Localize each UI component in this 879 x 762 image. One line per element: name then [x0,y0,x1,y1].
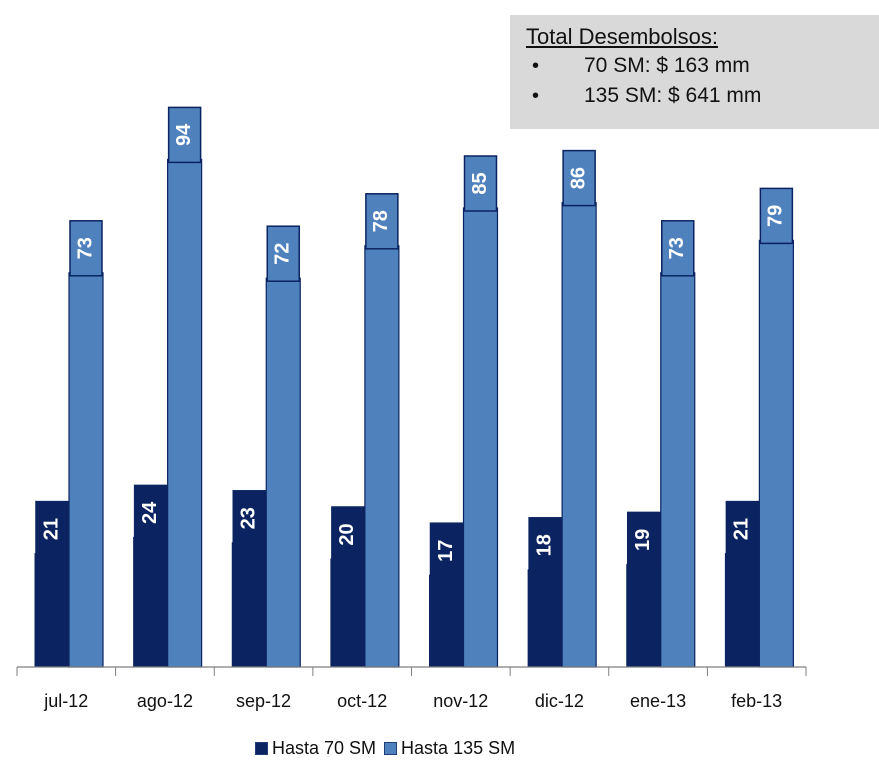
data-label-box [331,506,365,563]
bar-hasta-135-oct-12 [364,245,400,668]
bar-hasta-70-jul-12 [34,553,70,668]
bar-hasta-135-jul-12 [68,272,104,668]
chart-legend: Hasta 70 SM Hasta 135 SM [255,737,635,759]
data-label-1-4: 85 [463,155,498,212]
data-label-box [69,220,103,277]
x-tick-label-sep-12: sep-12 [236,691,291,711]
bullet-icon: • [532,85,540,107]
data-label-text: 21 [40,518,62,540]
bar-hasta-70-feb-13 [724,553,760,668]
bar-hasta-135-dic-12 [561,202,597,668]
bar-hasta-135-feb-13 [758,239,794,668]
data-label-text: 21 [731,518,753,540]
data-label-text: 72 [272,243,294,265]
bar-hasta-70-sep-12 [231,542,267,668]
data-label-1-2: 72 [266,225,300,282]
x-tick-label-feb-13: feb-13 [731,691,782,711]
data-label-box [661,220,695,277]
data-label-0-5: 18 [528,517,562,574]
data-label-1-5: 86 [562,149,596,207]
data-label-0-1: 24 [133,484,168,542]
data-label-text: 20 [336,523,358,545]
bullet-icon: • [532,55,540,77]
data-label-box [528,517,562,574]
bar-hasta-70-dic-12 [527,569,563,668]
x-tick-label-nov-12: nov-12 [433,691,488,711]
x-tick-label-jul-12: jul-12 [43,691,88,711]
data-label-text: 17 [435,540,457,562]
bar-hasta-135-ene-13 [660,272,696,668]
summary-item-70-text: 70 SM: $ 163 mm [584,54,750,77]
data-label-text: 19 [632,529,654,551]
data-label-box [133,484,168,542]
x-tick-label-ene-13: ene-13 [630,691,686,711]
legend-item-hasta-70: Hasta 70 SM [255,738,376,759]
legend-swatch-icon-hasta-135 [384,741,398,755]
summary-item-70: • 70 SM: $ 163 mm [526,51,879,81]
data-label-box [759,187,794,245]
data-label-text: 94 [173,123,195,146]
data-label-text: 73 [74,237,96,259]
legend-item-hasta-135: Hasta 135 SM [384,738,515,759]
data-label-1-7: 79 [759,187,794,245]
data-label-text: 73 [666,237,688,259]
bar-hasta-135-nov-12 [462,207,499,668]
data-label-box [35,500,69,558]
data-label-box [725,500,760,558]
data-label-0-2: 23 [232,490,266,547]
data-label-box [429,522,464,579]
data-label-0-7: 21 [725,500,760,558]
bar-hasta-70-nov-12 [429,574,464,668]
data-label-text: 23 [238,507,260,529]
x-tick-label-oct-12: oct-12 [337,691,387,711]
data-label-box [232,490,266,547]
legend-swatch-icon-hasta-70 [255,741,268,755]
data-label-box [365,193,399,250]
data-label-0-4: 17 [429,522,464,579]
summary-item-135-text: 135 SM: $ 641 mm [584,84,762,107]
data-label-text: 78 [370,210,392,232]
data-label-box [562,149,596,207]
data-label-0-0: 21 [35,500,69,558]
data-label-text: 79 [765,205,787,227]
data-label-0-3: 20 [331,506,365,563]
data-label-box [463,155,498,212]
legend-label-hasta-135: Hasta 135 SM [401,737,516,758]
summary-box: Total Desembolsos: • 70 SM: $ 163 mm • 1… [510,15,879,129]
data-label-0-6: 19 [627,511,661,569]
data-label-text: 18 [533,534,555,556]
bar-hasta-70-oct-12 [330,558,366,668]
x-tick-label-ago-12: ago-12 [137,691,193,711]
bar-hasta-70-ago-12 [133,536,169,668]
axis-layer: jul-12 ago-12 sep-12 oct-12 nov-12 dic-12 ene-… [16,666,807,711]
data-label-box [627,511,661,569]
bar-hasta-135-sep-12 [265,277,301,668]
data-label-text: 85 [469,172,491,194]
data-label-1-0: 73 [69,220,103,277]
x-tick-label-dic-12: dic-12 [535,691,584,711]
summary-item-135: • 135 SM: $ 641 mm [526,81,879,111]
bars-layer [34,158,794,668]
legend-label-hasta-70: Hasta 70 SM [272,737,377,758]
data-label-text: 86 [567,167,589,189]
summary-title: Total Desembolsos: [526,24,718,49]
data-label-1-6: 73 [661,220,695,277]
data-labels-layer: 21 73 24 94 23 72 20 78 17 85 18 86 19 73 21 79 [35,106,794,579]
bar-hasta-70-ene-13 [626,563,662,668]
data-label-box [266,225,300,282]
bar-hasta-135-ago-12 [167,158,203,668]
data-label-1-3: 78 [365,193,399,250]
data-label-box [167,106,202,164]
data-label-text: 24 [139,501,161,524]
data-label-1-1: 94 [167,106,202,164]
